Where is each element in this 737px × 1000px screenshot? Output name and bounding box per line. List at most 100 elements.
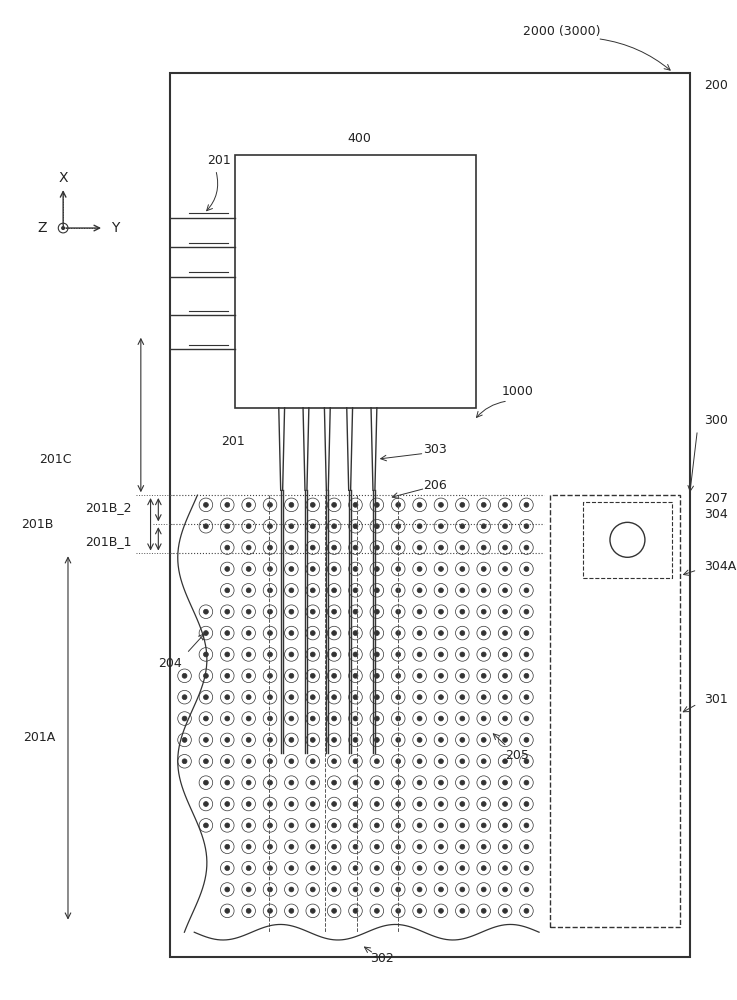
- Circle shape: [391, 840, 405, 854]
- Circle shape: [310, 759, 315, 764]
- Circle shape: [203, 631, 209, 635]
- Circle shape: [268, 737, 273, 742]
- Circle shape: [349, 797, 363, 811]
- Circle shape: [289, 887, 294, 892]
- Circle shape: [246, 545, 251, 550]
- Circle shape: [327, 541, 341, 554]
- Text: 204: 204: [158, 657, 182, 670]
- Circle shape: [263, 562, 277, 576]
- Circle shape: [220, 861, 234, 875]
- Text: 201B_1: 201B_1: [85, 535, 132, 548]
- Circle shape: [353, 652, 358, 657]
- Circle shape: [520, 584, 534, 597]
- Circle shape: [439, 545, 444, 550]
- Circle shape: [263, 498, 277, 512]
- Circle shape: [225, 823, 230, 828]
- Circle shape: [391, 519, 405, 533]
- Circle shape: [310, 908, 315, 913]
- Circle shape: [481, 908, 486, 913]
- Circle shape: [439, 673, 444, 678]
- Circle shape: [349, 562, 363, 576]
- Circle shape: [520, 776, 534, 789]
- Text: 303: 303: [423, 443, 447, 456]
- Circle shape: [439, 823, 444, 828]
- Circle shape: [503, 887, 508, 892]
- Circle shape: [434, 626, 448, 640]
- Circle shape: [455, 861, 469, 875]
- Circle shape: [374, 695, 380, 700]
- Circle shape: [225, 524, 230, 529]
- Circle shape: [391, 690, 405, 704]
- Circle shape: [284, 626, 298, 640]
- Circle shape: [370, 797, 384, 811]
- Circle shape: [242, 840, 256, 854]
- Circle shape: [413, 733, 427, 747]
- Circle shape: [370, 819, 384, 832]
- Circle shape: [503, 780, 508, 785]
- Circle shape: [417, 866, 422, 871]
- Circle shape: [396, 652, 401, 657]
- Circle shape: [460, 609, 465, 614]
- Circle shape: [391, 626, 405, 640]
- Circle shape: [520, 712, 534, 725]
- Circle shape: [268, 545, 273, 550]
- Circle shape: [396, 908, 401, 913]
- Circle shape: [306, 648, 320, 661]
- Circle shape: [370, 754, 384, 768]
- Circle shape: [268, 780, 273, 785]
- Circle shape: [477, 819, 491, 832]
- Circle shape: [503, 695, 508, 700]
- Circle shape: [246, 780, 251, 785]
- Circle shape: [349, 904, 363, 918]
- Circle shape: [349, 861, 363, 875]
- Circle shape: [310, 673, 315, 678]
- Circle shape: [178, 754, 192, 768]
- Circle shape: [434, 797, 448, 811]
- Circle shape: [268, 716, 273, 721]
- Circle shape: [498, 776, 512, 789]
- Circle shape: [242, 541, 256, 554]
- Circle shape: [520, 519, 534, 533]
- Bar: [170, 73, 690, 957]
- Circle shape: [413, 498, 427, 512]
- Circle shape: [284, 776, 298, 789]
- Text: 2000 (3000): 2000 (3000): [523, 25, 600, 38]
- Circle shape: [182, 716, 187, 721]
- Circle shape: [434, 562, 448, 576]
- Circle shape: [306, 626, 320, 640]
- Circle shape: [306, 733, 320, 747]
- Circle shape: [268, 695, 273, 700]
- Circle shape: [374, 524, 380, 529]
- Circle shape: [520, 797, 534, 811]
- Circle shape: [417, 908, 422, 913]
- Circle shape: [498, 690, 512, 704]
- Circle shape: [225, 502, 230, 507]
- Circle shape: [353, 908, 358, 913]
- Circle shape: [310, 545, 315, 550]
- Circle shape: [289, 652, 294, 657]
- Circle shape: [396, 844, 401, 849]
- Circle shape: [370, 605, 384, 618]
- Circle shape: [524, 588, 529, 593]
- Text: Z: Z: [37, 221, 46, 235]
- Circle shape: [520, 883, 534, 896]
- Circle shape: [225, 866, 230, 871]
- Circle shape: [332, 759, 337, 764]
- Circle shape: [439, 716, 444, 721]
- Text: 205: 205: [505, 749, 528, 762]
- Circle shape: [332, 737, 337, 742]
- Circle shape: [349, 669, 363, 683]
- Circle shape: [460, 716, 465, 721]
- Circle shape: [417, 545, 422, 550]
- Circle shape: [434, 605, 448, 618]
- Circle shape: [203, 652, 209, 657]
- Circle shape: [353, 823, 358, 828]
- Circle shape: [263, 733, 277, 747]
- Circle shape: [524, 567, 529, 571]
- Circle shape: [225, 780, 230, 785]
- Circle shape: [242, 797, 256, 811]
- Circle shape: [503, 609, 508, 614]
- Circle shape: [524, 502, 529, 507]
- Circle shape: [242, 669, 256, 683]
- Circle shape: [242, 690, 256, 704]
